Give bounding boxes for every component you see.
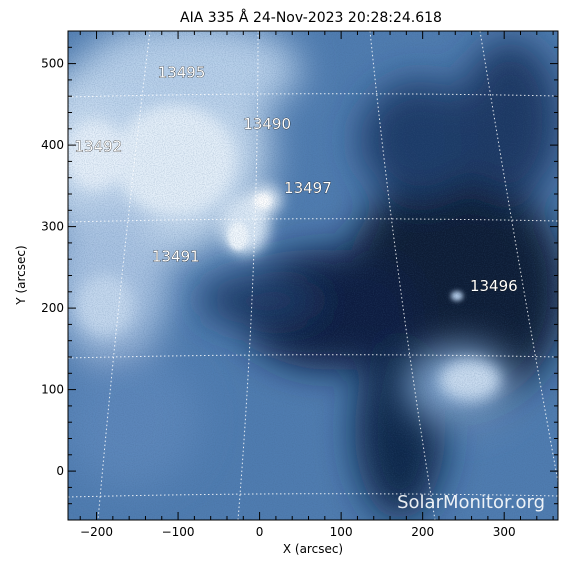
- active-region-label: 13496: [470, 277, 518, 295]
- active-region-labels: 13495 13490 13492 13497 13491 13496: [74, 63, 518, 295]
- x-tick-label: 100: [330, 525, 353, 539]
- longitude-gridline: [237, 31, 259, 520]
- x-tick-label: 0: [256, 525, 264, 539]
- longitude-gridline: [369, 31, 436, 520]
- active-region-label: 13492: [75, 138, 123, 156]
- solar-image: [68, 31, 558, 520]
- latitude-gridline: [68, 93, 558, 98]
- x-tick-label: −100: [162, 525, 195, 539]
- active-region-label: 13491: [152, 248, 200, 266]
- longitude-gridline: [479, 31, 558, 485]
- coordinate-grid: [68, 31, 558, 520]
- y-axis-ticks: 0 100 200 300 400 500: [41, 30, 558, 505]
- active-region-label: 13497: [284, 179, 332, 197]
- y-tick-label: 100: [41, 383, 64, 397]
- x-tick-label: 200: [411, 525, 434, 539]
- active-region-label: 13495: [158, 63, 206, 81]
- x-axis-label: X (arcsec): [283, 542, 343, 556]
- latitude-gridline: [68, 493, 558, 498]
- y-tick-label: 300: [41, 220, 64, 234]
- x-axis-ticks: −200 −100 0 100 200 300: [79, 31, 554, 539]
- y-axis-label: Y (arcsec): [14, 245, 28, 305]
- watermark: SolarMonitor.org: [397, 492, 545, 513]
- y-tick-label: 400: [41, 138, 64, 152]
- x-tick-label: 300: [493, 525, 516, 539]
- latitude-gridline: [68, 218, 558, 223]
- figure-title: AIA 335 Å 24-Nov-2023 20:28:24.618: [180, 9, 442, 26]
- x-tick-label: −200: [80, 525, 113, 539]
- active-region-label: 13490: [243, 115, 291, 133]
- y-tick-label: 200: [41, 301, 64, 315]
- y-tick-label: 0: [56, 464, 64, 478]
- longitude-gridline: [97, 31, 151, 520]
- y-tick-label: 500: [41, 57, 64, 71]
- latitude-gridline: [68, 354, 558, 359]
